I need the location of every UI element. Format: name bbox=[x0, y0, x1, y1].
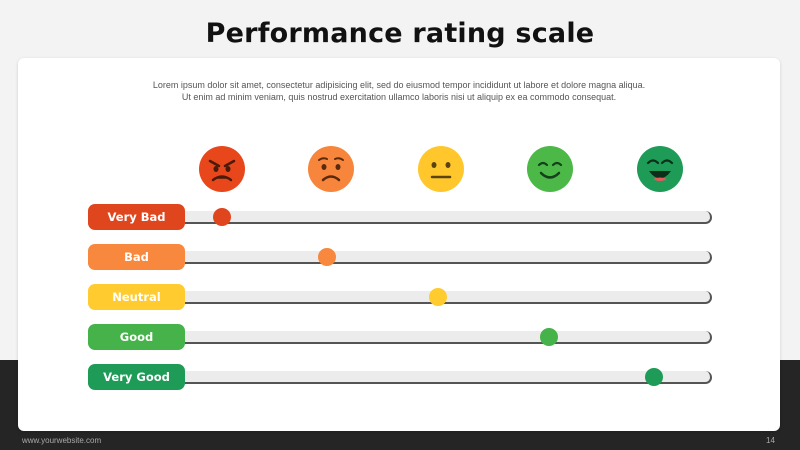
intro-line-2: Ut enim ad minim veniam, quis nostrud ex… bbox=[181, 92, 617, 102]
footer-website: www.yourwebsite.com bbox=[22, 436, 102, 445]
rating-label-bad: Bad bbox=[88, 244, 185, 270]
rating-label-very-bad: Very Bad bbox=[88, 204, 185, 230]
rating-row-good: Good bbox=[88, 324, 712, 350]
rating-slider-handle[interactable] bbox=[645, 368, 664, 386]
rating-row-very-good: Very Good bbox=[88, 364, 712, 390]
rating-track bbox=[185, 291, 712, 304]
intro-text: Lorem ipsum dolor sit amet, consectetur … bbox=[18, 79, 780, 103]
rating-slider-handle[interactable] bbox=[212, 208, 231, 226]
rating-slider-handle[interactable] bbox=[428, 288, 447, 306]
rating-slider-handle[interactable] bbox=[539, 328, 558, 346]
rating-row-very-bad: Very Bad bbox=[88, 204, 712, 230]
rating-slider-handle[interactable] bbox=[318, 248, 337, 266]
intro-line-1: Lorem ipsum dolor sit amet, consectetur … bbox=[152, 80, 646, 90]
rating-row-neutral: Neutral bbox=[88, 284, 712, 310]
slide-title: Performance rating scale bbox=[205, 18, 595, 49]
rating-track bbox=[185, 211, 712, 224]
rating-label-very-good: Very Good bbox=[88, 364, 185, 390]
laughing-face-icon bbox=[637, 146, 683, 192]
very-angry-face-icon bbox=[199, 146, 245, 192]
rating-label-neutral: Neutral bbox=[88, 284, 185, 310]
sad-face-icon bbox=[308, 146, 354, 192]
content-card: Lorem ipsum dolor sit amet, consectetur … bbox=[18, 58, 780, 431]
rating-track bbox=[185, 331, 712, 344]
neutral-face-icon bbox=[418, 146, 464, 192]
rating-label-good: Good bbox=[88, 324, 185, 350]
rating-track bbox=[185, 371, 712, 384]
page-number: 14 bbox=[766, 436, 775, 445]
rating-row-bad: Bad bbox=[88, 244, 712, 270]
smiling-face-icon bbox=[527, 146, 573, 192]
rating-track bbox=[185, 251, 712, 264]
